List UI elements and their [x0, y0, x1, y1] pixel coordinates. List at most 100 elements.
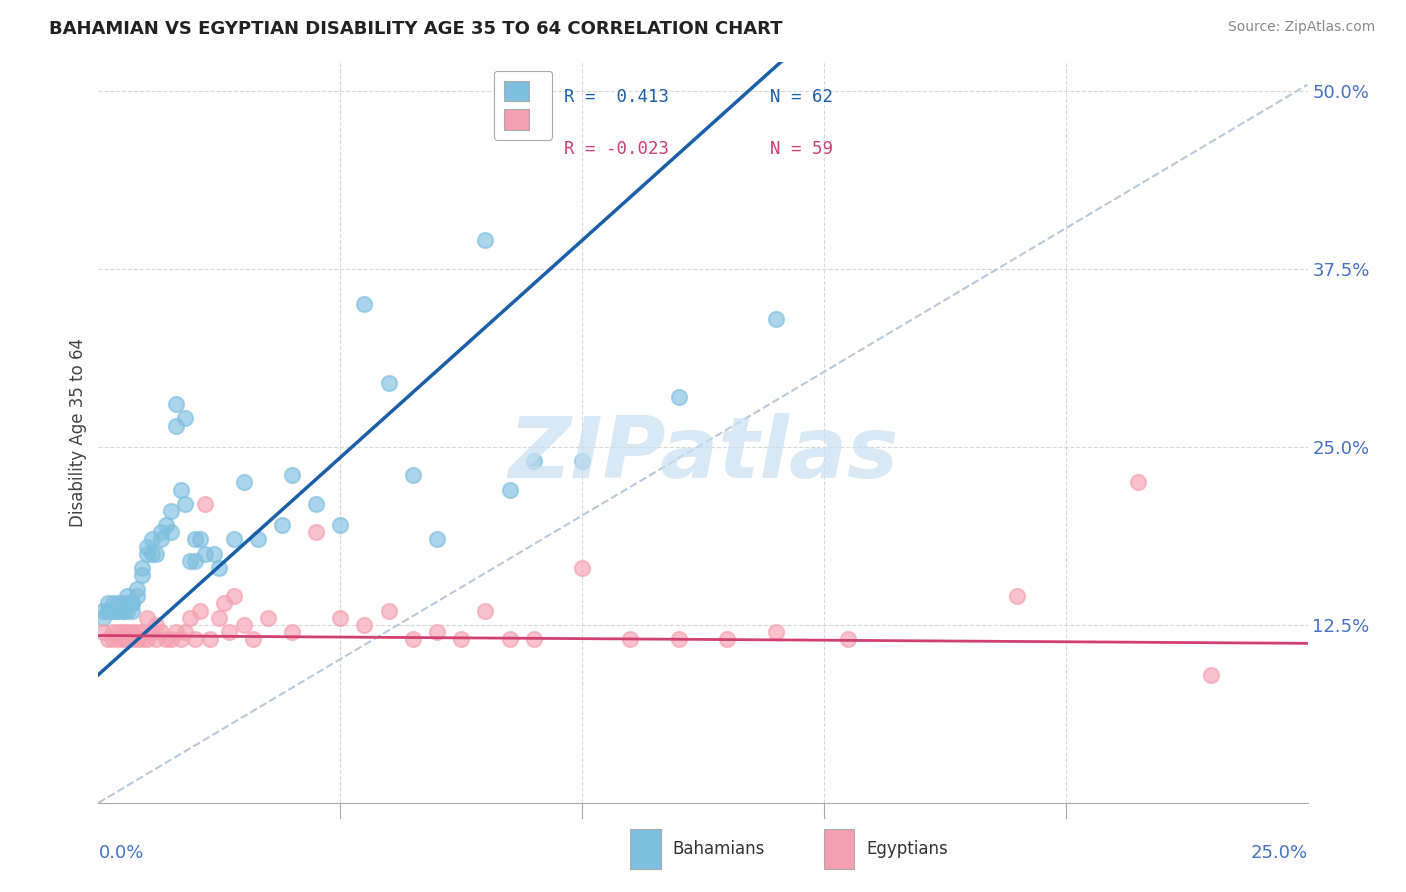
Point — [668, 632, 690, 646]
Point — [247, 533, 270, 547]
Point — [150, 525, 173, 540]
Point — [107, 604, 129, 618]
Text: 25.0%: 25.0% — [1250, 844, 1308, 862]
Point — [498, 632, 520, 646]
Point — [222, 590, 245, 604]
Text: Bahamians: Bahamians — [673, 840, 765, 858]
Point — [353, 297, 375, 311]
Text: N = 59: N = 59 — [769, 140, 832, 158]
Point — [218, 624, 240, 639]
Point — [141, 533, 163, 547]
Point — [281, 468, 304, 483]
Point — [353, 617, 375, 632]
Point — [305, 525, 328, 540]
Point — [179, 554, 201, 568]
Point — [91, 610, 114, 624]
Point — [426, 533, 449, 547]
Point — [117, 632, 139, 646]
Point — [329, 610, 352, 624]
Point — [127, 582, 149, 597]
Point — [111, 624, 134, 639]
Point — [131, 561, 153, 575]
Point — [107, 624, 129, 639]
Text: R =  0.413: R = 0.413 — [564, 88, 669, 106]
Point — [571, 454, 593, 468]
Point — [281, 624, 304, 639]
Point — [107, 632, 129, 646]
Point — [498, 483, 520, 497]
Point — [91, 624, 114, 639]
Point — [117, 604, 139, 618]
Point — [222, 533, 245, 547]
Point — [97, 604, 120, 618]
Text: Egyptians: Egyptians — [866, 840, 948, 858]
Point — [127, 624, 149, 639]
Text: BAHAMIAN VS EGYPTIAN DISABILITY AGE 35 TO 64 CORRELATION CHART: BAHAMIAN VS EGYPTIAN DISABILITY AGE 35 T… — [49, 20, 783, 37]
Point — [474, 604, 496, 618]
Point — [121, 632, 143, 646]
Point — [271, 518, 294, 533]
Point — [1128, 475, 1150, 490]
Point — [619, 632, 641, 646]
Point — [188, 533, 211, 547]
Point — [426, 624, 449, 639]
Point — [111, 632, 134, 646]
Point — [450, 632, 472, 646]
Point — [101, 597, 124, 611]
Point — [232, 617, 254, 632]
Point — [1007, 590, 1029, 604]
Point — [111, 604, 134, 618]
Point — [111, 597, 134, 611]
Point — [117, 590, 139, 604]
Point — [1199, 667, 1222, 681]
Point — [188, 604, 211, 618]
Point — [179, 610, 201, 624]
Point — [377, 604, 399, 618]
Point — [107, 604, 129, 618]
Point — [160, 525, 183, 540]
Point — [668, 390, 690, 404]
Point — [131, 624, 153, 639]
Y-axis label: Disability Age 35 to 64: Disability Age 35 to 64 — [69, 338, 87, 527]
Point — [242, 632, 264, 646]
FancyBboxPatch shape — [630, 829, 661, 870]
Point — [135, 632, 157, 646]
Point — [117, 624, 139, 639]
Point — [571, 561, 593, 575]
Point — [204, 547, 226, 561]
Point — [121, 597, 143, 611]
Legend: , : , — [494, 70, 553, 140]
Point — [329, 518, 352, 533]
Point — [184, 632, 207, 646]
Text: R = -0.023: R = -0.023 — [564, 140, 669, 158]
Point — [111, 604, 134, 618]
Point — [474, 234, 496, 248]
Point — [150, 533, 173, 547]
Point — [165, 397, 187, 411]
Point — [165, 418, 187, 433]
Point — [141, 624, 163, 639]
Point — [377, 376, 399, 390]
Point — [101, 604, 124, 618]
Point — [208, 561, 231, 575]
Point — [765, 624, 787, 639]
Point — [765, 311, 787, 326]
Point — [184, 533, 207, 547]
Point — [101, 624, 124, 639]
Point — [145, 632, 167, 646]
Point — [523, 454, 546, 468]
Text: ZIPatlas: ZIPatlas — [508, 413, 898, 496]
Point — [184, 554, 207, 568]
Point — [131, 632, 153, 646]
Point — [837, 632, 859, 646]
Point — [127, 632, 149, 646]
Point — [174, 411, 197, 425]
Point — [523, 632, 546, 646]
Point — [97, 632, 120, 646]
Point — [208, 610, 231, 624]
Point — [150, 624, 173, 639]
Point — [716, 632, 738, 646]
Point — [135, 540, 157, 554]
Point — [402, 632, 425, 646]
Point — [160, 632, 183, 646]
